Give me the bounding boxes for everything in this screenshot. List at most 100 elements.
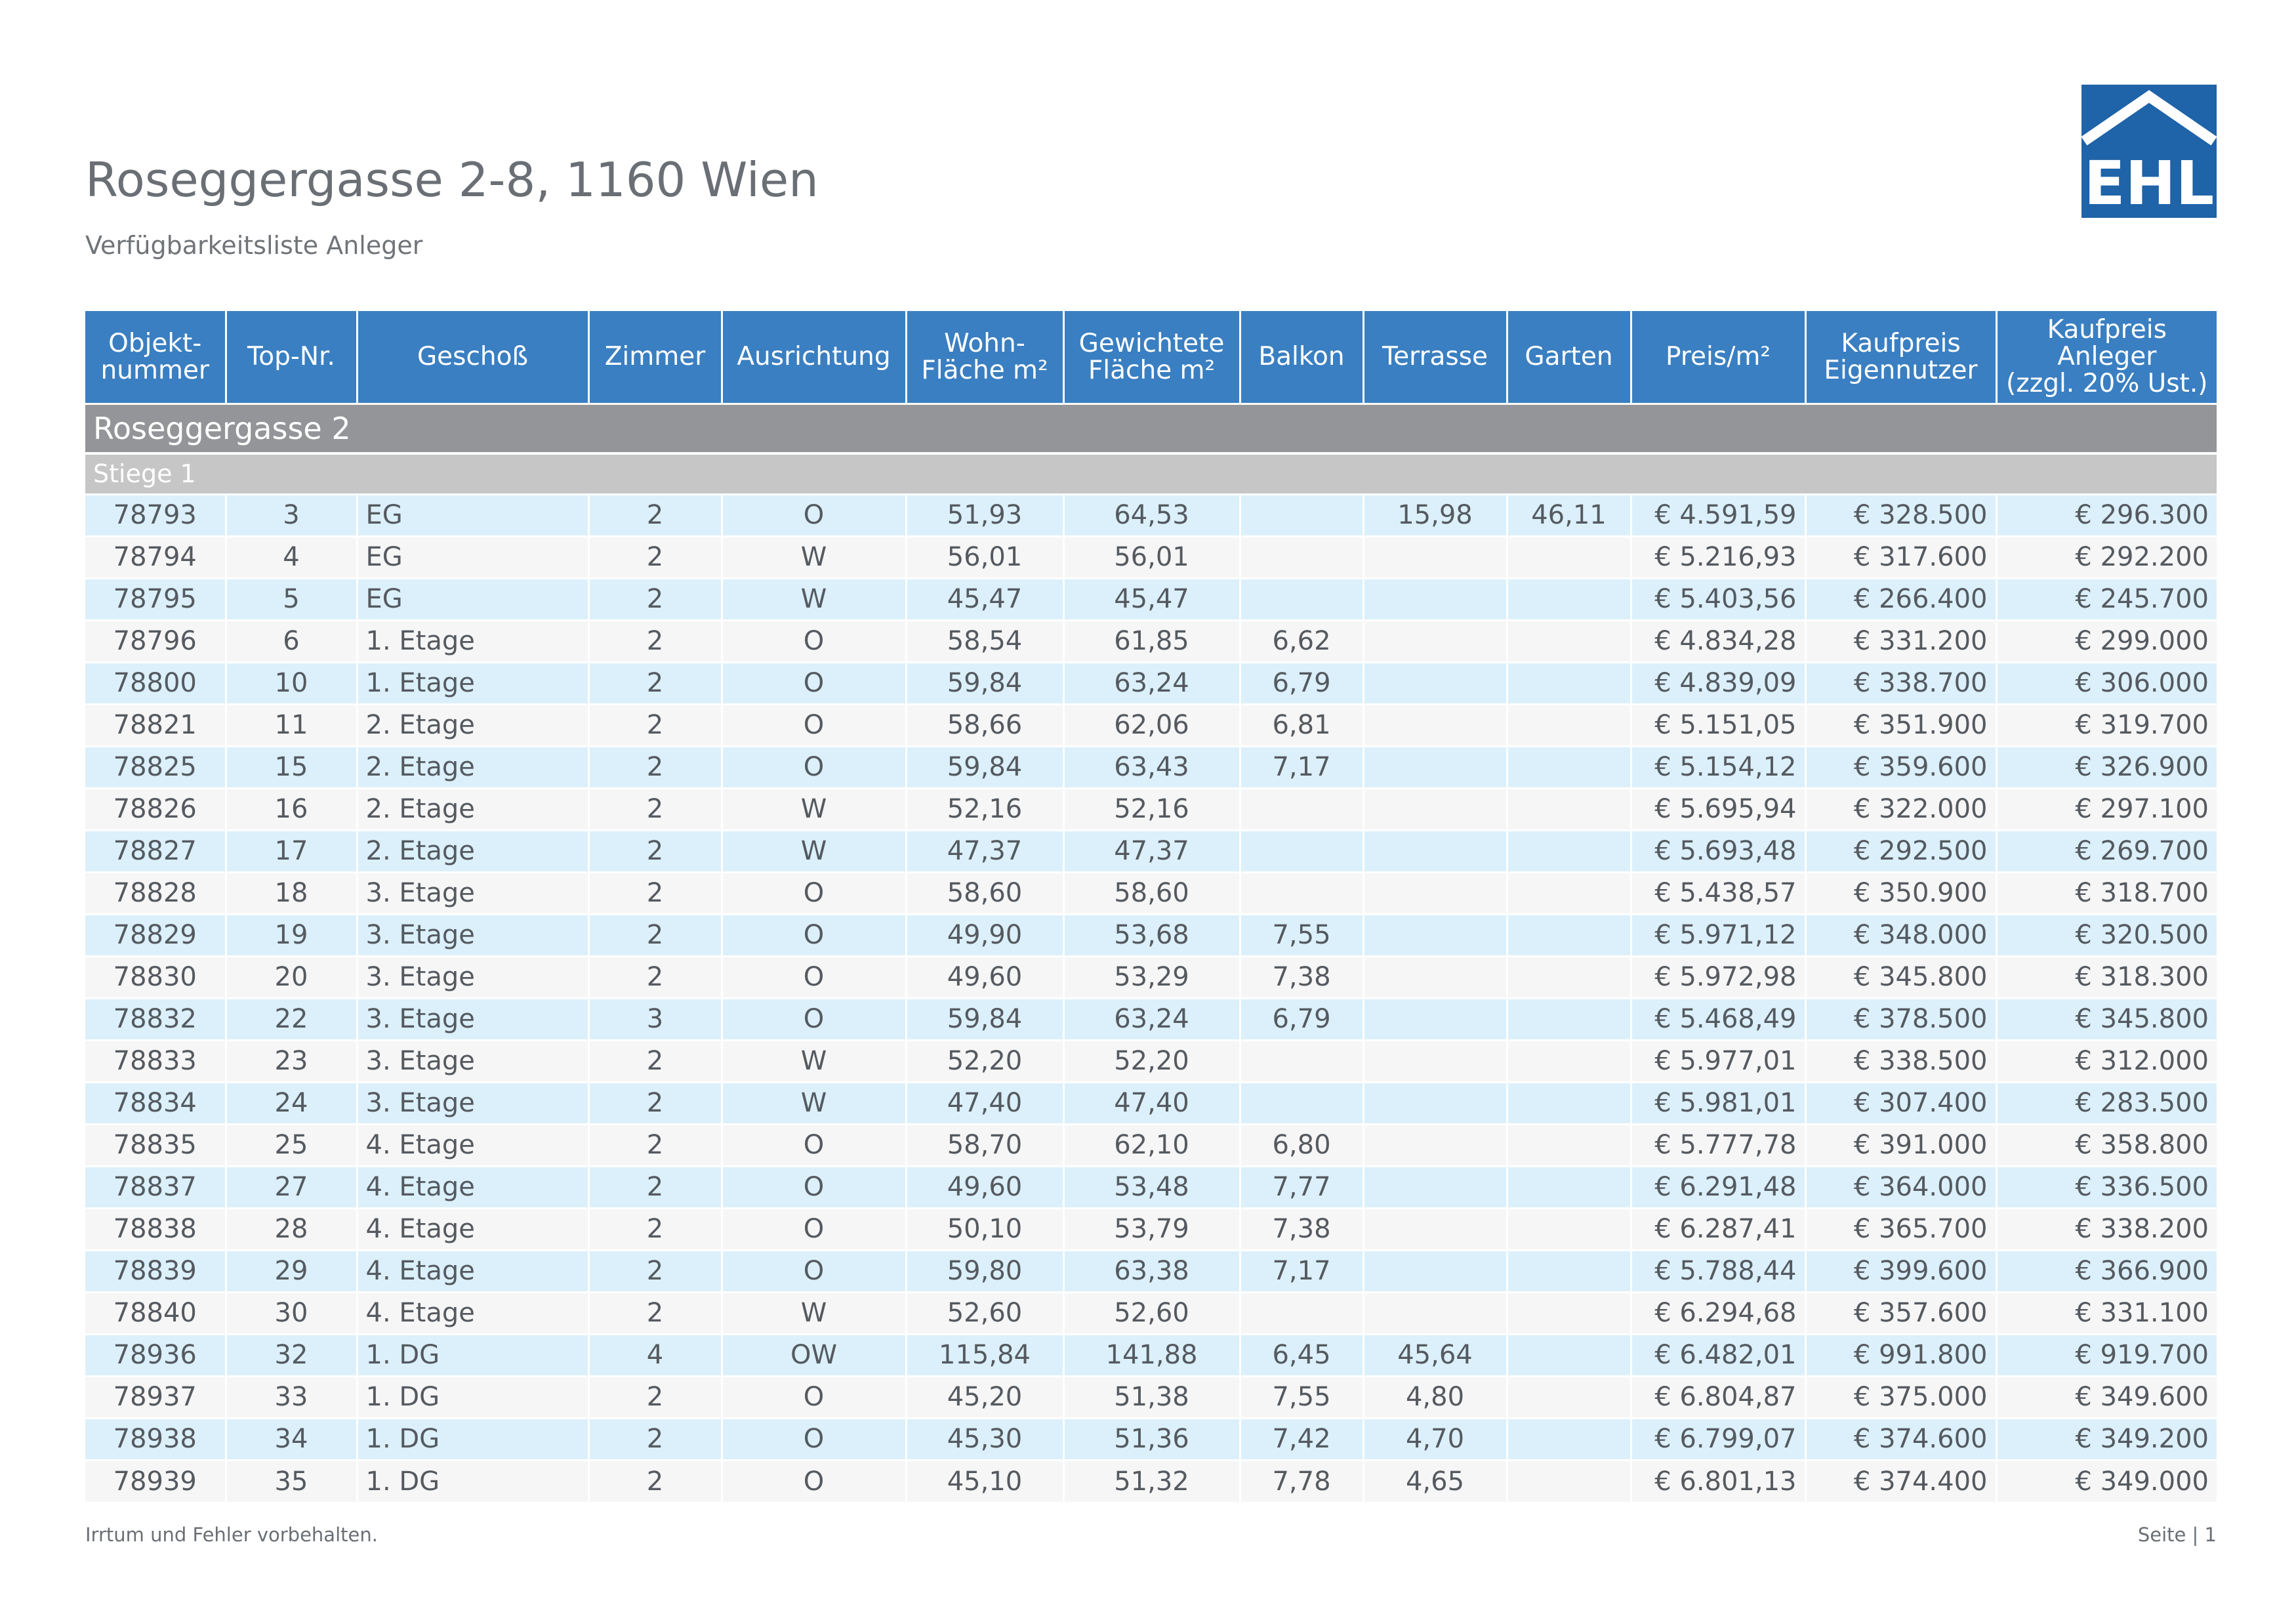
cell-balcony: 7,55 [1240, 1375, 1364, 1418]
cell-floor: 3. Etage [357, 1039, 590, 1082]
cell-balcony: 6,80 [1240, 1123, 1364, 1166]
cell-price-per-sqm: € 6.482,01 [1631, 1333, 1807, 1376]
cell-rooms: 2 [588, 1165, 723, 1208]
cell-price-investor: € 296.300 [1996, 493, 2217, 536]
cell-price-investor: € 319.700 [1996, 703, 2217, 746]
cell-price-investor: € 245.700 [1996, 577, 2217, 620]
cell-rooms: 2 [588, 619, 723, 662]
column-header-line: nummer [100, 355, 209, 385]
cell-balcony: 7,17 [1240, 745, 1364, 788]
cell-balcony: 7,17 [1240, 1249, 1364, 1292]
table-row: 78828 18 3. Etage 2 O 58,60 58,60 € 5.438,57 € 3… [85, 871, 2217, 914]
cell-price-per-sqm: € 4.834,28 [1631, 619, 1807, 662]
cell-weighted-area: 53,79 [1063, 1207, 1241, 1250]
cell-rooms: 2 [588, 1123, 723, 1166]
cell-rooms: 4 [588, 1333, 723, 1376]
cell-orientation: O [722, 871, 907, 914]
cell-garden [1507, 829, 1632, 872]
cell-price-owner: € 307.400 [1805, 1081, 1998, 1124]
cell-floor: 4. Etage [357, 1207, 590, 1250]
cell-object-number: 78833 [85, 1039, 227, 1082]
column-header-top-nr: Top-Nr. [226, 311, 358, 404]
table-row: 78829 19 3. Etage 2 O 49,90 53,68 7,55 € 5.971,1… [85, 913, 2217, 956]
cell-living-area: 45,30 [906, 1417, 1065, 1460]
cell-balcony: 7,38 [1240, 1207, 1364, 1250]
column-header-orientation: Ausrichtung [722, 311, 907, 404]
column-header-living-area: Wohn- Fläche m² [906, 311, 1065, 404]
cell-price-per-sqm: € 5.693,48 [1631, 829, 1807, 872]
cell-price-per-sqm: € 6.294,68 [1631, 1291, 1807, 1334]
cell-garden [1507, 1417, 1632, 1460]
cell-price-investor: € 318.700 [1996, 871, 2217, 914]
cell-price-investor: € 292.200 [1996, 535, 2217, 578]
cell-price-investor: € 349.000 [1996, 1459, 2217, 1502]
cell-balcony [1240, 787, 1364, 830]
cell-weighted-area: 53,29 [1063, 955, 1241, 998]
cell-floor: EG [357, 577, 590, 620]
cell-object-number: 78840 [85, 1291, 227, 1334]
cell-living-area: 49,60 [906, 955, 1065, 998]
cell-floor: 1. DG [357, 1375, 590, 1418]
cell-balcony: 7,42 [1240, 1417, 1364, 1460]
cell-price-investor: € 312.000 [1996, 1039, 2217, 1082]
cell-weighted-area: 58,60 [1063, 871, 1241, 914]
cell-garden [1507, 1165, 1632, 1208]
cell-price-owner: € 292.500 [1805, 829, 1998, 872]
cell-rooms: 2 [588, 1207, 723, 1250]
cell-price-investor: € 349.600 [1996, 1375, 2217, 1418]
cell-price-owner: € 338.500 [1805, 1039, 1998, 1082]
group-row: Roseggergasse 2 [85, 402, 2217, 453]
cell-price-owner: € 351.900 [1805, 703, 1998, 746]
cell-orientation: O [722, 745, 907, 788]
cell-object-number: 78830 [85, 955, 227, 998]
cell-top-nr: 34 [226, 1417, 358, 1460]
cell-price-investor: € 336.500 [1996, 1165, 2217, 1208]
cell-floor: 3. Etage [357, 913, 590, 956]
cell-orientation: O [722, 913, 907, 956]
table-row: 78832 22 3. Etage 3 O 59,84 63,24 6,79 € 5.468,4… [85, 997, 2217, 1040]
cell-balcony [1240, 871, 1364, 914]
table-row: 78937 33 1. DG 2 O 45,20 51,38 7,55 4,80 € 6.804,… [85, 1375, 2217, 1418]
cell-rooms: 2 [588, 577, 723, 620]
cell-price-investor: € 318.300 [1996, 955, 2217, 998]
cell-object-number: 78793 [85, 493, 227, 536]
table-row: 78839 29 4. Etage 2 O 59,80 63,38 7,17 € 5.788,4… [85, 1249, 2217, 1292]
cell-top-nr: 30 [226, 1291, 358, 1334]
cell-price-per-sqm: € 5.151,05 [1631, 703, 1807, 746]
cell-balcony: 6,81 [1240, 703, 1364, 746]
cell-top-nr: 24 [226, 1081, 358, 1124]
column-header-price-investor: Kaufpreis Anleger (zzgl. 20% Ust.) [1996, 311, 2217, 404]
cell-orientation: W [722, 577, 907, 620]
cell-orientation: W [722, 1081, 907, 1124]
cell-garden: 46,11 [1507, 493, 1632, 536]
cell-price-per-sqm: € 5.788,44 [1631, 1249, 1807, 1292]
cell-rooms: 3 [588, 997, 723, 1040]
cell-terrace [1363, 661, 1508, 704]
cell-price-per-sqm: € 6.287,41 [1631, 1207, 1807, 1250]
cell-object-number: 78839 [85, 1249, 227, 1292]
cell-weighted-area: 52,60 [1063, 1291, 1241, 1334]
cell-living-area: 45,10 [906, 1459, 1065, 1502]
cell-price-per-sqm: € 5.468,49 [1631, 997, 1807, 1040]
cell-living-area: 58,60 [906, 871, 1065, 914]
cell-living-area: 47,37 [906, 829, 1065, 872]
cell-orientation: O [722, 703, 907, 746]
cell-orientation: O [722, 955, 907, 998]
logo-roof [2081, 90, 2217, 146]
cell-top-nr: 22 [226, 997, 358, 1040]
cell-garden [1507, 661, 1632, 704]
table-row: 78826 16 2. Etage 2 W 52,16 52,16 € 5.695,94 € 3… [85, 787, 2217, 830]
footer-page-number: Seite | 1 [2137, 1524, 2217, 1546]
table-row: 78938 34 1. DG 2 O 45,30 51,36 7,42 4,70 € 6.799,… [85, 1417, 2217, 1460]
cell-floor: 2. Etage [357, 787, 590, 830]
cell-top-nr: 23 [226, 1039, 358, 1082]
column-header-rooms: Zimmer [588, 311, 723, 404]
cell-terrace [1363, 1207, 1508, 1250]
cell-terrace [1363, 1123, 1508, 1166]
column-header-line: Wohn- [944, 328, 1025, 358]
cell-object-number: 78938 [85, 1417, 227, 1460]
cell-price-investor: € 366.900 [1996, 1249, 2217, 1292]
table-row: 78793 3 EG 2 O 51,93 64,53 15,98 46,11 € 4.591,59… [85, 493, 2217, 536]
cell-price-per-sqm: € 5.981,01 [1631, 1081, 1807, 1124]
table-row: 78795 5 EG 2 W 45,47 45,47 € 5.403,56 € 266.400 €… [85, 577, 2217, 620]
